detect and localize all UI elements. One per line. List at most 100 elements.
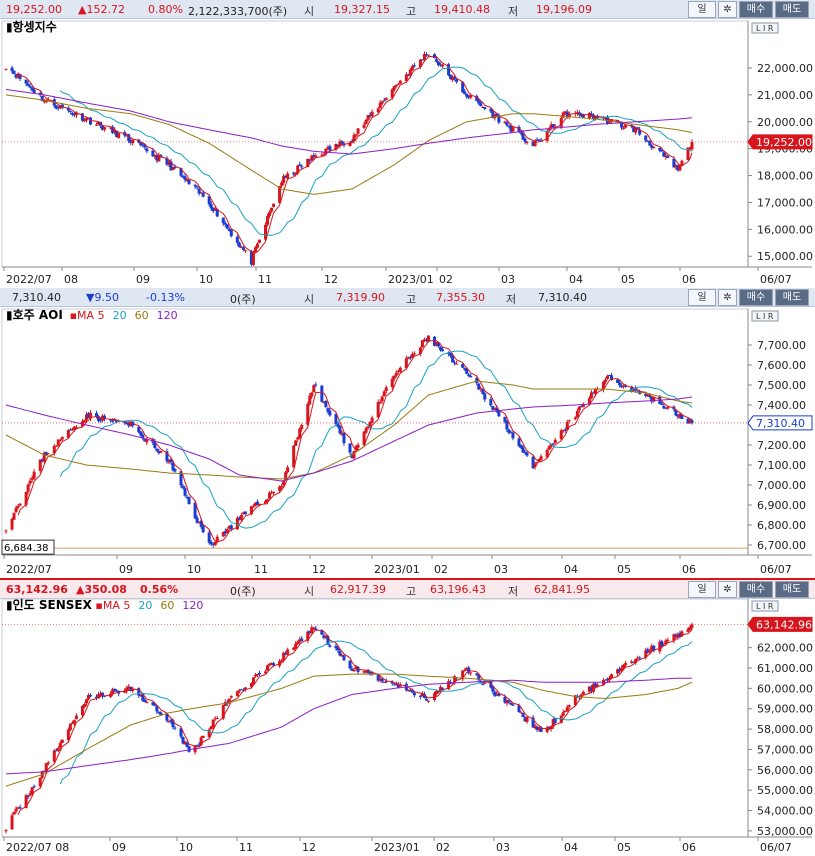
candle-body [143, 144, 147, 148]
candle-body [616, 669, 620, 674]
gear-icon[interactable]: ✲ [718, 581, 737, 598]
candle-body [676, 165, 680, 171]
candle-body [439, 347, 443, 351]
candle-body [547, 726, 551, 729]
period-button[interactable]: 일 [688, 289, 716, 306]
x-tick-label: 03 [501, 273, 515, 286]
candle-body [412, 692, 416, 696]
candle-body [249, 683, 253, 687]
candle-body [215, 209, 219, 217]
candle-body [410, 354, 414, 358]
y-tick-label: 7,600.00 [757, 359, 806, 372]
candle-body [334, 645, 338, 649]
candle-body [131, 688, 135, 691]
candle-body [185, 743, 189, 748]
candle-body [392, 684, 396, 686]
candle-body [394, 85, 398, 87]
candle-body [589, 113, 593, 115]
candle-body [334, 414, 338, 425]
legend-entry: 60 [135, 309, 149, 322]
x-tick-label: 06/07 [760, 563, 792, 576]
candle-body [595, 116, 599, 119]
candle-body [88, 117, 92, 125]
candle-body [82, 120, 86, 122]
candle-body [82, 420, 86, 423]
candle-body [603, 679, 607, 681]
candle-body [272, 491, 276, 493]
candle-body [141, 434, 145, 438]
candle-body [300, 166, 304, 168]
gear-icon[interactable]: ✲ [718, 289, 737, 306]
candle-body [390, 89, 394, 98]
candle-body [70, 112, 74, 115]
candle-body [97, 122, 101, 125]
x-tick-label: 02 [436, 841, 450, 854]
candle-body [257, 239, 261, 243]
open-label: 시 [304, 5, 315, 18]
candle-body [221, 217, 225, 224]
candle-body [195, 186, 199, 188]
candle-body [103, 127, 107, 130]
candle-body [211, 207, 215, 212]
candle-body [328, 410, 332, 416]
candle-body [221, 531, 225, 537]
candle-body [44, 100, 48, 103]
candle-body [28, 793, 32, 796]
candle-body [591, 392, 595, 394]
candle-body [225, 224, 229, 229]
candle-body [650, 145, 654, 149]
sell-button[interactable]: 매도 [775, 289, 809, 306]
panel-aoi: 7,310.40 ▼9.50 -0.13% 0(주) 시 7,319.90 고 … [0, 288, 815, 578]
legend-entry: ▪MA [70, 309, 95, 322]
y-tick-label: 54,000.00 [757, 805, 813, 818]
candle-body [115, 420, 119, 423]
candle-body [101, 126, 105, 130]
candle-body [593, 115, 597, 120]
candle-body [467, 95, 471, 98]
gear-icon[interactable]: ✲ [718, 1, 737, 18]
buy-button[interactable]: 매수 [739, 289, 773, 306]
candle-body [60, 104, 64, 108]
candle-body [253, 247, 257, 253]
candle-body [354, 134, 358, 136]
candle-body [199, 737, 203, 745]
high-label: 고 [406, 5, 417, 18]
candle-body [489, 108, 493, 112]
candle-body [618, 669, 622, 672]
candle-body [646, 394, 650, 397]
candle-body [561, 712, 565, 716]
x-tick-label: 2023/01 [374, 563, 420, 576]
price: 63,142.96 [6, 583, 68, 596]
period-button[interactable]: 일 [688, 581, 716, 598]
candle-body [674, 165, 678, 168]
candle-body [380, 396, 384, 402]
candle-body [426, 700, 430, 702]
candle-body [42, 101, 46, 103]
candle-body [60, 739, 64, 743]
candle-body [396, 684, 400, 688]
sell-button[interactable]: 매도 [775, 581, 809, 598]
candle-body [549, 124, 553, 129]
candle-body [435, 59, 439, 62]
candle-body [559, 117, 563, 127]
candle-body [306, 404, 310, 425]
candle-body [666, 406, 670, 409]
buy-button[interactable]: 매수 [739, 1, 773, 18]
open: 7,319.90 [336, 291, 385, 304]
candle-body [129, 687, 133, 692]
candle-body [678, 633, 682, 637]
candle-body [95, 696, 99, 699]
x-tick-label: 12 [324, 273, 338, 286]
candle-body [235, 518, 239, 530]
sell-button[interactable]: 매도 [775, 1, 809, 18]
period-button[interactable]: 일 [688, 1, 716, 18]
candle-body [268, 212, 272, 217]
candle-body [46, 453, 50, 455]
ma5-line [17, 629, 693, 815]
candle-body [223, 223, 227, 225]
candle-body [579, 694, 583, 697]
buy-button[interactable]: 매수 [739, 581, 773, 598]
x-tick-label: 10 [187, 563, 201, 576]
candle-body [253, 674, 257, 677]
candle-body [10, 67, 14, 72]
